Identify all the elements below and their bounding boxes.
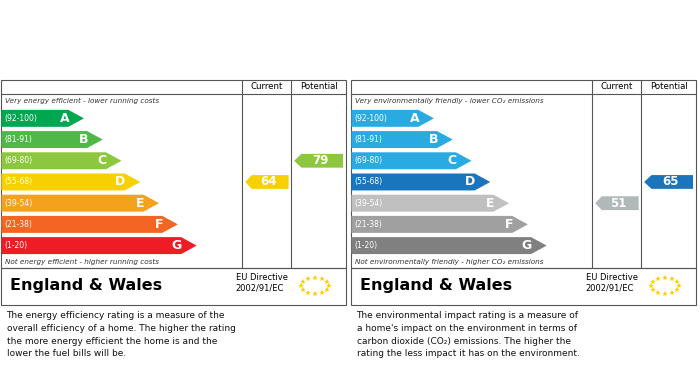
Text: (1-20): (1-20) xyxy=(4,241,27,250)
Text: The energy efficiency rating is a measure of the
overall efficiency of a home. T: The energy efficiency rating is a measur… xyxy=(6,311,235,359)
Polygon shape xyxy=(1,174,140,190)
Text: Environmental Impact (CO₂) Rating: Environmental Impact (CO₂) Rating xyxy=(360,59,622,73)
Text: B: B xyxy=(78,133,88,146)
Text: 51: 51 xyxy=(610,197,627,210)
Polygon shape xyxy=(351,174,490,190)
Text: EU Directive
2002/91/EC: EU Directive 2002/91/EC xyxy=(586,273,638,292)
Text: (39-54): (39-54) xyxy=(354,199,382,208)
Text: (55-68): (55-68) xyxy=(354,178,382,187)
Polygon shape xyxy=(644,175,693,189)
Polygon shape xyxy=(351,152,472,169)
Text: England & Wales: England & Wales xyxy=(360,278,512,293)
Text: E: E xyxy=(486,197,494,210)
Text: E: E xyxy=(136,197,144,210)
Polygon shape xyxy=(351,237,547,254)
Polygon shape xyxy=(351,131,453,148)
Text: D: D xyxy=(466,176,475,188)
Text: G: G xyxy=(522,239,532,252)
Text: Energy Efficiency Rating: Energy Efficiency Rating xyxy=(10,59,193,73)
Text: C: C xyxy=(447,154,456,167)
Text: 64: 64 xyxy=(260,176,276,188)
Polygon shape xyxy=(1,195,159,212)
Text: 65: 65 xyxy=(662,176,678,188)
Polygon shape xyxy=(351,216,528,233)
Text: A: A xyxy=(410,112,419,125)
Text: A: A xyxy=(60,112,69,125)
Text: Potential: Potential xyxy=(300,83,337,91)
Text: C: C xyxy=(97,154,106,167)
Text: (81-91): (81-91) xyxy=(354,135,382,144)
Text: Current: Current xyxy=(601,83,633,91)
Polygon shape xyxy=(1,216,178,233)
Polygon shape xyxy=(1,110,84,127)
Text: (55-68): (55-68) xyxy=(4,178,32,187)
Text: (69-80): (69-80) xyxy=(354,156,382,165)
Text: Very energy efficient - lower running costs: Very energy efficient - lower running co… xyxy=(5,98,159,104)
Text: (81-91): (81-91) xyxy=(4,135,32,144)
Text: (92-100): (92-100) xyxy=(354,114,387,123)
Text: (21-38): (21-38) xyxy=(4,220,32,229)
Text: B: B xyxy=(428,133,438,146)
Polygon shape xyxy=(351,110,434,127)
Polygon shape xyxy=(1,237,197,254)
Polygon shape xyxy=(351,195,509,212)
Text: D: D xyxy=(116,176,125,188)
Text: 79: 79 xyxy=(312,154,328,167)
Polygon shape xyxy=(1,152,122,169)
Text: The environmental impact rating is a measure of
a home's impact on the environme: The environmental impact rating is a mea… xyxy=(356,311,580,359)
Text: F: F xyxy=(155,218,163,231)
Polygon shape xyxy=(595,196,638,210)
Polygon shape xyxy=(294,154,343,168)
Polygon shape xyxy=(245,175,288,189)
Text: Potential: Potential xyxy=(650,83,687,91)
Text: Not environmentally friendly - higher CO₂ emissions: Not environmentally friendly - higher CO… xyxy=(355,259,543,265)
Text: (39-54): (39-54) xyxy=(4,199,32,208)
Text: (1-20): (1-20) xyxy=(354,241,377,250)
Polygon shape xyxy=(1,131,103,148)
Text: England & Wales: England & Wales xyxy=(10,278,162,293)
Text: EU Directive
2002/91/EC: EU Directive 2002/91/EC xyxy=(236,273,288,292)
Text: Current: Current xyxy=(251,83,283,91)
Text: (92-100): (92-100) xyxy=(4,114,37,123)
Text: (21-38): (21-38) xyxy=(354,220,382,229)
Text: Not energy efficient - higher running costs: Not energy efficient - higher running co… xyxy=(5,259,159,265)
Text: (69-80): (69-80) xyxy=(4,156,32,165)
Text: G: G xyxy=(172,239,182,252)
Text: Very environmentally friendly - lower CO₂ emissions: Very environmentally friendly - lower CO… xyxy=(355,98,543,104)
Text: F: F xyxy=(505,218,513,231)
